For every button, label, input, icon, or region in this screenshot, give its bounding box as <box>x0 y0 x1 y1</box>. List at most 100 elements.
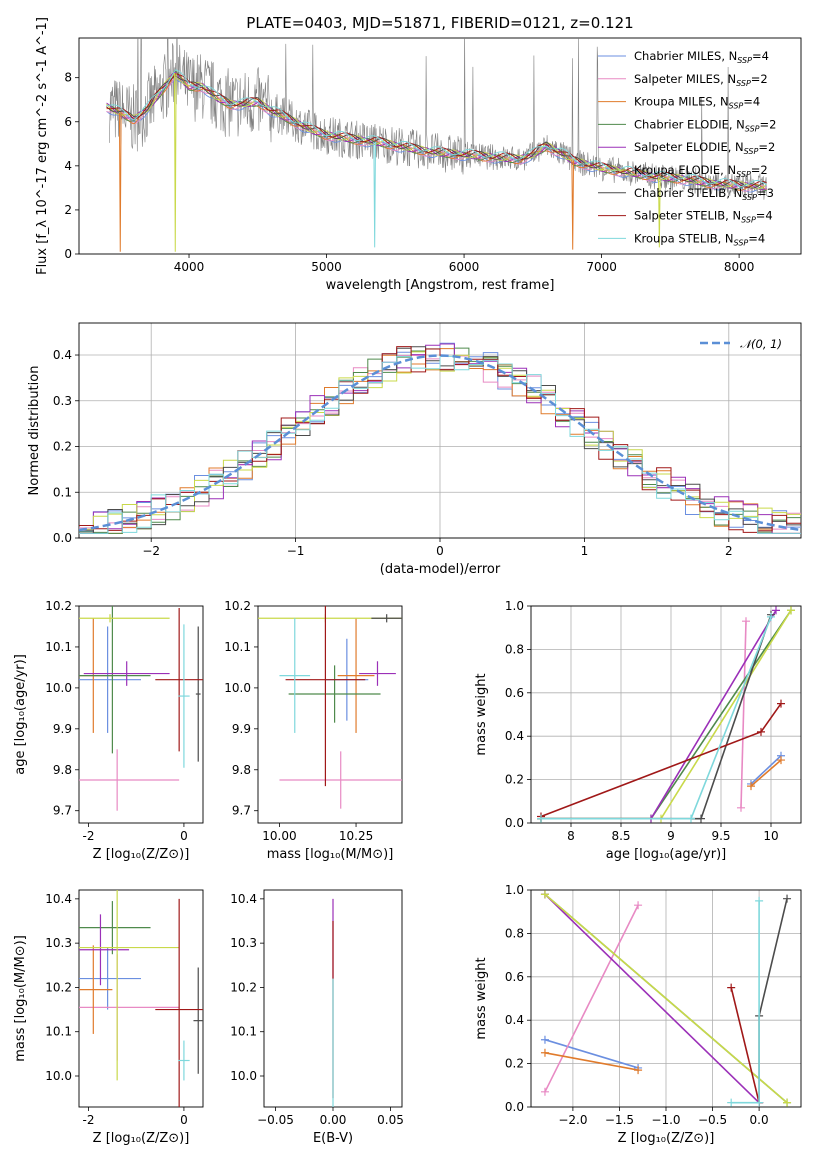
spectral-dip <box>571 160 575 250</box>
spectral-dip <box>118 112 122 252</box>
y-tick-label: 0.4 <box>505 729 524 743</box>
weight-line-7 <box>730 987 760 1103</box>
panel-weight-vs-z: −2.0 −1.5 −1.0 −0.5 0.0 0.0 0.2 0.4 0.6 0.8 1.0 Z [… <box>474 883 802 1146</box>
errorbar-point-8 <box>178 624 190 768</box>
axes-frame <box>530 605 802 824</box>
errorbar-point-4 <box>83 661 170 686</box>
y-tick-label: 10.0 <box>45 1069 72 1083</box>
x-tick-label: −1.5 <box>605 1113 634 1127</box>
axes-frame <box>530 889 802 1108</box>
panel-spectrum: 4000 5000 6000 7000 8000 0 2 4 6 8 wavelength [Ang… <box>35 14 802 293</box>
x-axis-label: mass [log₁₀(M/M⊙)] <box>267 847 394 862</box>
y-tick-label: 0.2 <box>53 440 72 454</box>
y-tick-label: 4 <box>64 159 72 173</box>
weight-line-1 <box>740 621 747 808</box>
legend-entry: Salpeter MILES, NSSP=2 <box>634 72 768 88</box>
legend-entry: Chabrier STELIB, NSSP=3 <box>634 186 774 202</box>
axes-frame <box>78 322 802 539</box>
legend-entry: Kroupa MILES, NSSP=4 <box>634 95 760 111</box>
weight-line-8 <box>541 616 772 820</box>
errorbar-point-5 <box>79 890 180 1081</box>
errorbar-point-4 <box>79 914 130 986</box>
weight-line-7 <box>540 703 782 818</box>
x-tick-label: 2 <box>725 544 733 558</box>
x-tick-label: 10.00 <box>262 829 296 843</box>
plot-area <box>537 606 795 823</box>
x-tick-label: 9 <box>667 829 675 843</box>
legend-entry: Chabrier ELODIE, NSSP=2 <box>634 117 776 133</box>
x-tick-label: -2 <box>83 829 95 843</box>
y-tick-label: 10.3 <box>230 936 257 950</box>
y-axis-label: mass weight <box>474 673 489 755</box>
x-axis-label: E(B-V) <box>313 1131 353 1146</box>
panel-age-vs-z: -2 0 9.7 9.8 9.9 10.0 10.1 10.2 Z [log₁₀(Z/Z⊙)] a… <box>13 599 204 862</box>
legend-entry: Chabrier MILES, NSSP=4 <box>634 49 769 65</box>
y-tick-label: 2 <box>64 203 72 217</box>
errorbar-point-3 <box>288 665 381 723</box>
panel-mass-vs-ebv: −0.05 0.00 0.05 10.0 10.1 10.2 10.3 10.4 E(B-V) <box>230 889 404 1146</box>
x-tick-label: -2 <box>83 1113 95 1127</box>
errorbar-point-7 <box>285 606 366 787</box>
y-tick-label: 9.7 <box>53 804 72 818</box>
y-tick-label: 6 <box>64 115 72 129</box>
weight-marker <box>540 1048 549 1057</box>
weight-marker <box>777 756 785 765</box>
x-axis-label: (data-model)/error <box>380 562 501 577</box>
weight-marker <box>634 1066 643 1075</box>
weight-line-0 <box>750 755 782 785</box>
y-tick-label: 1.0 <box>505 883 524 897</box>
weight-marker <box>687 814 695 823</box>
plot-area <box>79 342 801 534</box>
histogram-step-8 <box>79 355 801 534</box>
x-tick-label: −1 <box>287 544 305 558</box>
weight-line-4 <box>544 893 760 1104</box>
legend-entry: Kroupa ELODIE, NSSP=2 <box>634 163 768 179</box>
panel-residual-histogram: −2 −1 0 1 2 0.0 0.1 0.2 0.3 0.4 (data-model)/error… <box>27 322 802 577</box>
y-tick-label: 0.4 <box>53 348 72 362</box>
weight-marker <box>783 1098 792 1107</box>
legend-entry: 𝒩(0, 1) <box>740 337 782 351</box>
errorbar-point-1 <box>79 749 180 811</box>
x-tick-label: 0.0 <box>750 1113 769 1127</box>
model-spectrum-6 <box>106 75 767 189</box>
x-tick-label: −2 <box>142 544 160 558</box>
x-tick-label: 1 <box>581 544 589 558</box>
y-tick-label: 0.6 <box>505 970 524 984</box>
weight-marker <box>537 814 545 823</box>
y-tick-label: 10.0 <box>45 681 72 695</box>
weight-marker <box>540 1035 549 1044</box>
weight-marker <box>747 782 755 791</box>
weight-line-2 <box>544 1052 639 1071</box>
weight-marker <box>697 814 705 823</box>
weight-line-3 <box>541 609 792 820</box>
y-tick-label: 10.0 <box>230 1069 257 1083</box>
y-tick-label: 10.3 <box>45 936 72 950</box>
spectral-dip <box>658 177 661 248</box>
x-tick-label: 9.5 <box>711 829 730 843</box>
panel-weight-vs-age: 8 8.5 9 9.5 10 0.0 0.2 0.4 0.6 0.8 1.0 age [log₁₀(a… <box>474 599 802 862</box>
plot-area <box>540 890 792 1107</box>
x-tick-label: 0 <box>180 829 188 843</box>
y-tick-label: 10.1 <box>45 640 72 654</box>
errorbar-point-4 <box>359 661 396 686</box>
weight-marker <box>737 803 745 812</box>
errorbar-point-8 <box>279 618 311 733</box>
errorbar-point-7 <box>155 608 203 752</box>
axes-frame <box>78 605 204 824</box>
x-tick-label: 8000 <box>724 260 755 274</box>
weight-marker <box>777 699 785 708</box>
x-tick-label: 0 <box>436 544 444 558</box>
y-tick-label: 0 <box>64 247 72 261</box>
y-tick-label: 10.0 <box>224 681 251 695</box>
x-axis-label: wavelength [Angstrom, rest frame] <box>326 278 555 293</box>
weight-marker <box>540 890 549 899</box>
weight-marker <box>767 612 775 621</box>
weight-marker <box>540 1087 549 1096</box>
y-tick-label: 1.0 <box>505 599 524 613</box>
x-tick-label: 4000 <box>174 260 205 274</box>
x-tick-label: −1.0 <box>651 1113 680 1127</box>
x-tick-label: −0.05 <box>257 1113 294 1127</box>
weight-marker <box>755 896 764 905</box>
y-tick-label: 0.0 <box>505 1100 524 1114</box>
